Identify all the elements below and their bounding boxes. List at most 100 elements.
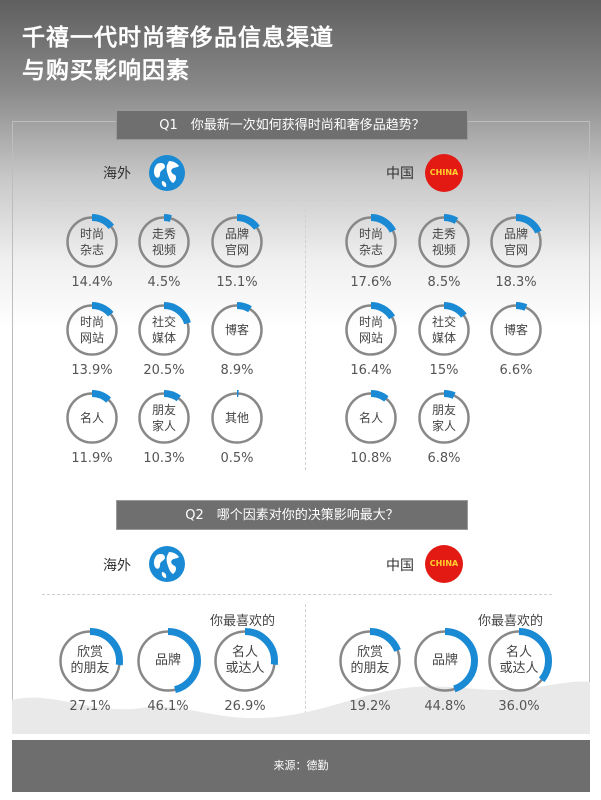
channel-label: 社交 媒体	[431, 315, 456, 345]
channel-item: 社交 媒体 15%	[416, 302, 472, 378]
ring-gauge	[64, 214, 120, 270]
ring-arc	[416, 214, 472, 270]
china-flag-icon: CHINA	[425, 545, 463, 583]
ring-arc	[212, 628, 278, 694]
ring-gauge	[412, 628, 478, 694]
ring-wrap: 朋友 家人	[416, 390, 472, 446]
channel-item: 品牌 官网 18.3%	[488, 214, 544, 290]
ring-gauge	[343, 214, 399, 270]
ring-gauge	[488, 214, 544, 270]
channel-percent: 16.4%	[350, 363, 392, 378]
ring-arc	[412, 628, 478, 694]
channel-item: 朋友 家人 10.3%	[136, 390, 192, 466]
ring-arc	[57, 628, 123, 694]
channel-label: 名人 或达人	[225, 645, 265, 676]
ring-gauge	[136, 390, 192, 446]
favorite-label: 你最喜欢的	[478, 614, 544, 629]
page-title: 千禧一代时尚奢侈品信息渠道 与购买影响因素	[22, 22, 334, 88]
ring-arc	[136, 302, 192, 358]
ring-gauge	[209, 302, 265, 358]
channel-label: 时尚 网站	[358, 315, 383, 345]
channel-percent: 17.6%	[350, 275, 392, 290]
channel-item: 社交 媒体 20.5%	[136, 302, 192, 378]
ring-arc	[343, 214, 399, 270]
globe-icon	[149, 155, 185, 191]
ring-gauge	[64, 302, 120, 358]
ring-wrap: 品牌	[412, 628, 478, 694]
ring-wrap: 社交 媒体	[136, 302, 192, 358]
ring-gauge	[337, 628, 403, 694]
ring-wrap: 欣赏 的朋友	[337, 628, 403, 694]
ring-gauge	[343, 390, 399, 446]
ring-gauge	[416, 214, 472, 270]
channel-label: 走秀 视频	[151, 227, 176, 257]
channel-label: 博客	[503, 323, 528, 337]
ring-gauge	[209, 390, 265, 446]
ring-arc	[488, 214, 544, 270]
channel-label: 时尚 杂志	[79, 227, 104, 257]
channel-percent: 0.5%	[220, 451, 254, 466]
channel-label: 品牌 官网	[503, 227, 528, 257]
channel-label: 时尚 网站	[79, 315, 104, 345]
channel-percent: 6.6%	[499, 363, 533, 378]
ring-arc	[209, 302, 265, 358]
ring-gauge	[57, 628, 123, 694]
channel-percent: 20.5%	[143, 363, 185, 378]
channel-item: 博客 6.6%	[488, 302, 544, 378]
channel-label: 名人	[79, 411, 104, 425]
ring-gauge	[488, 302, 544, 358]
channel-percent: 15.1%	[216, 275, 258, 290]
channel-percent: 10.8%	[350, 451, 392, 466]
ring-wrap: 品牌	[135, 628, 201, 694]
ring-wrap: 名人 或达人	[486, 628, 552, 694]
channel-percent: 19.2%	[349, 699, 391, 714]
channel-percent: 6.8%	[427, 451, 461, 466]
channel-item: 品牌 官网 15.1%	[209, 214, 265, 290]
ring-wrap: 其他	[209, 390, 265, 446]
ring-arc	[488, 302, 544, 358]
channel-label: 朋友 家人	[431, 403, 456, 433]
ring-gauge	[212, 628, 278, 694]
ring-wrap: 朋友 家人	[136, 390, 192, 446]
ring-wrap: 时尚 网站	[64, 302, 120, 358]
ring-wrap: 欣赏 的朋友	[57, 628, 123, 694]
china-label: 中国	[386, 166, 414, 182]
channel-item: 名人 或达人 36.0%	[486, 628, 552, 714]
channel-label: 品牌	[154, 653, 181, 668]
channel-label: 名人 或达人	[499, 645, 539, 676]
channel-item: 欣赏 的朋友 27.1%	[57, 628, 123, 714]
ring-wrap: 品牌 官网	[488, 214, 544, 270]
channel-percent: 27.1%	[69, 699, 111, 714]
channel-item: 时尚 杂志 14.4%	[64, 214, 120, 290]
ring-gauge	[343, 302, 399, 358]
channel-percent: 4.5%	[147, 275, 181, 290]
channel-item: 时尚 网站 16.4%	[343, 302, 399, 378]
channel-item: 走秀 视频 8.5%	[416, 214, 472, 290]
question-1-banner: Q1 你最新一次如何获得时尚和奢侈品趋势？	[116, 110, 468, 140]
ring-arc	[64, 214, 120, 270]
divider	[305, 210, 306, 470]
ring-wrap: 走秀 视频	[136, 214, 192, 270]
channel-item: 时尚 杂志 17.6%	[343, 214, 399, 290]
ring-wrap: 名人	[343, 390, 399, 446]
overseas-label: 海外	[103, 558, 131, 574]
channel-item: 时尚 网站 13.9%	[64, 302, 120, 378]
ring-gauge	[486, 628, 552, 694]
ring-gauge	[136, 214, 192, 270]
channel-item: 走秀 视频 4.5%	[136, 214, 192, 290]
divider	[42, 200, 552, 201]
channel-percent: 11.9%	[71, 451, 113, 466]
ring-arc	[416, 302, 472, 358]
ring-arc	[64, 302, 120, 358]
overseas-label: 海外	[103, 166, 131, 182]
ring-wrap: 时尚 杂志	[64, 214, 120, 270]
channel-label: 品牌 官网	[224, 227, 249, 257]
channel-percent: 44.8%	[424, 699, 466, 714]
ring-gauge	[416, 390, 472, 446]
channel-item: 博客 8.9%	[209, 302, 265, 378]
ring-gauge	[136, 302, 192, 358]
ring-arc	[209, 214, 265, 270]
channel-percent: 18.3%	[495, 275, 537, 290]
channel-percent: 8.9%	[220, 363, 254, 378]
ring-wrap: 走秀 视频	[416, 214, 472, 270]
